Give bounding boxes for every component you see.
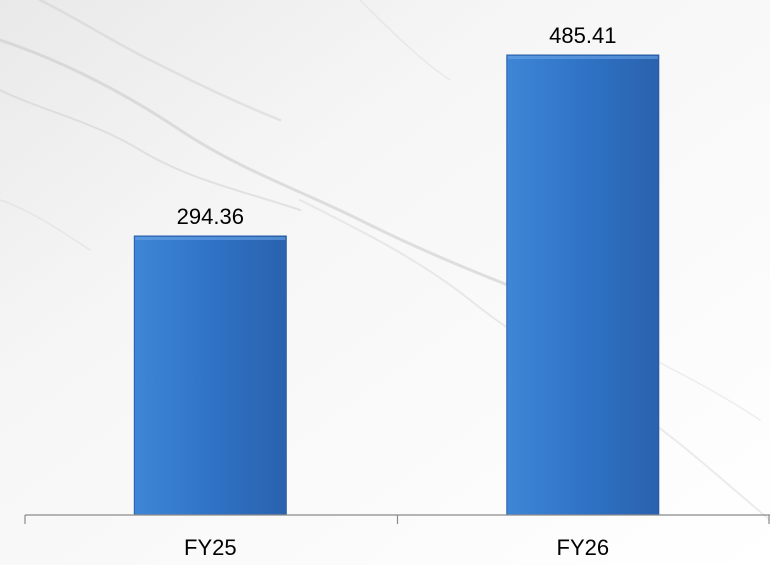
x-tick-labels-layer: FY25 FY26 bbox=[184, 535, 609, 560]
data-label-fy26: 485.41 bbox=[549, 23, 616, 48]
bar-fy25 bbox=[133, 235, 287, 516]
bar-highlight-fy26 bbox=[507, 56, 658, 59]
tick-label-fy25: FY25 bbox=[184, 535, 237, 560]
x-axis bbox=[24, 514, 770, 524]
bar-fy26 bbox=[506, 54, 660, 516]
tick-label-fy26: FY26 bbox=[557, 535, 610, 560]
data-labels-layer: 294.36 485.41 bbox=[177, 23, 617, 229]
data-label-fy25: 294.36 bbox=[177, 204, 244, 229]
bar-highlight-fy25 bbox=[135, 237, 286, 240]
bars-layer bbox=[133, 54, 660, 516]
